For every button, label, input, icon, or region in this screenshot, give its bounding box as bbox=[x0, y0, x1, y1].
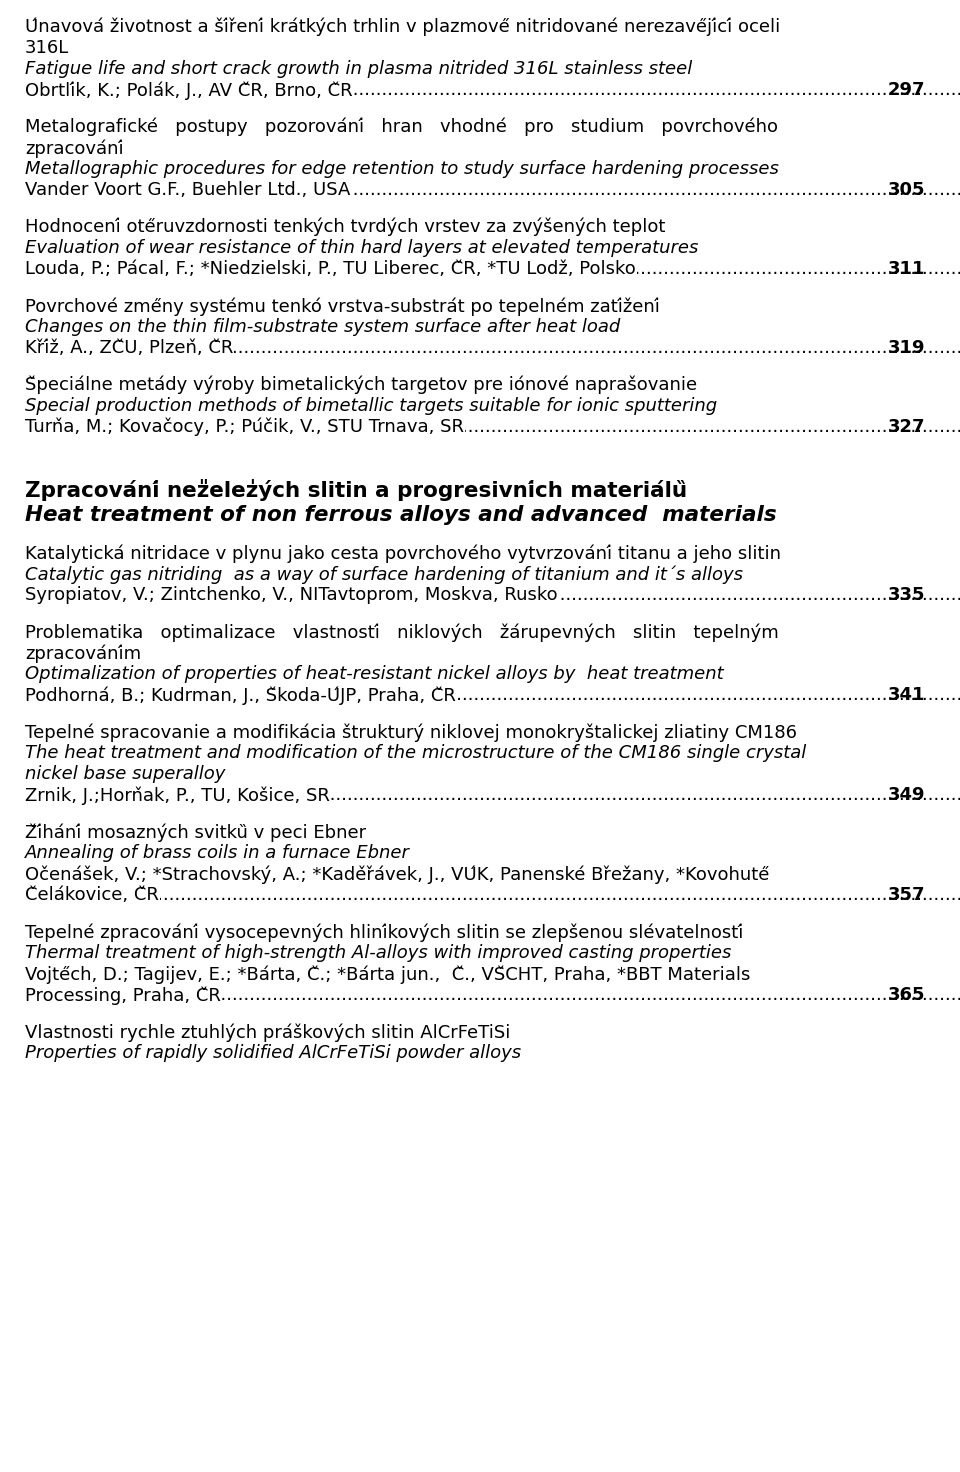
Text: 319: 319 bbox=[887, 339, 925, 358]
Text: 305: 305 bbox=[887, 181, 925, 199]
Text: ................................................................................: ........................................… bbox=[25, 786, 960, 804]
Text: Turňa, M.; Kovačocy, P.; Púčik, V., STU Trnava, SR: Turňa, M.; Kovačocy, P.; Púčik, V., … bbox=[25, 418, 464, 437]
Text: ................................................................................: ........................................… bbox=[25, 986, 960, 1004]
Text: nickel base superalloy: nickel base superalloy bbox=[25, 765, 226, 783]
Text: 341: 341 bbox=[887, 686, 925, 704]
Text: Evaluation of wear resistance of thin hard layers at elevated temperatures: Evaluation of wear resistance of thin ha… bbox=[25, 238, 698, 258]
Text: 357: 357 bbox=[887, 886, 925, 904]
Text: Problematika   optimalizace   vlastností   niklových   žárupevných   slitin: Problematika optimalizace vlastností ni… bbox=[25, 623, 779, 642]
Text: Properties of rapidly solidified AlCrFeTiSi powder alloys: Properties of rapidly solidified AlCrFeT… bbox=[25, 1044, 521, 1063]
Text: Louda, P.; Pácal, F.; *Niedzielski, P., TU Liberec, ČR, *TU Lodž, Polsko: Louda, P.; Pácal, F.; *Niedzielski, P.,… bbox=[25, 261, 636, 278]
Text: zpracování: zpracování bbox=[25, 138, 124, 158]
Text: Podhorná, B.; Kudrman, J., Škoda-ÚJP, Praha, ČR: Podhorná, B.; Kudrman, J., Škoda-ÚJP,… bbox=[25, 686, 456, 705]
Text: Fatigue life and short crack growth in plasma nitrided 316L stainless steel: Fatigue life and short crack growth in p… bbox=[25, 60, 692, 78]
Text: Obrtlík, K.; Polák, J., AV ČR, Brno, ČR: Obrtlík, K.; Polák, J., AV ČR, Brno, … bbox=[25, 81, 352, 100]
Text: 335: 335 bbox=[887, 586, 925, 605]
Text: 327: 327 bbox=[887, 418, 925, 436]
Text: zpracováním: zpracováním bbox=[25, 645, 141, 662]
Text: Zpracování nez̎elez̍ých slitin a progresivních materiálȕ: Zpracování nez̎elez̍ých slitin a prog… bbox=[25, 478, 687, 500]
Text: The heat treatment and modification of the microstructure of the CM186 single cr: The heat treatment and modification of t… bbox=[25, 745, 806, 762]
Text: Annealing of brass coils in a furnace Ebner: Annealing of brass coils in a furnace Eb… bbox=[25, 845, 410, 863]
Text: Vlastnosti rychle ztuhlých práškových slitin AlCrFeTiSi: Vlastnosti rychle ztuhlých práškovýc… bbox=[25, 1023, 511, 1042]
Text: Metallographic procedures for edge retention to study surface hardening processe: Metallographic procedures for edge reten… bbox=[25, 160, 779, 178]
Text: ................................................................................: ........................................… bbox=[25, 418, 960, 436]
Text: ................................................................................: ........................................… bbox=[25, 339, 960, 358]
Text: Vander Voort G.F., Buehler Ltd., USA: Vander Voort G.F., Buehler Ltd., USA bbox=[25, 181, 350, 199]
Text: Thermal treatment of high-strength Al-alloys with improved casting properties: Thermal treatment of high-strength Al-al… bbox=[25, 945, 732, 963]
Text: 297: 297 bbox=[887, 81, 925, 99]
Text: Heat treatment of non ferrous alloys and advanced  materials: Heat treatment of non ferrous alloys and… bbox=[25, 505, 777, 526]
Text: Special production methods of bimetallic targets suitable for ionic sputtering: Special production methods of bimetallic… bbox=[25, 397, 717, 415]
Text: Hodnocení ote̋ruvzdornosti tenkých tvrdých vrstev za zvýšených teplot: Hodnocení ote̋ruvzdornosti tenkých tvr… bbox=[25, 218, 665, 237]
Text: 349: 349 bbox=[887, 786, 925, 804]
Text: Processing, Praha, ČR: Processing, Praha, ČR bbox=[25, 986, 221, 1005]
Text: Únavová životnost a šíření krátkých trhlin v plazmove̋ nitridované ner: Únavová životnost a šíření krátk… bbox=[25, 18, 780, 37]
Text: Povrchové zme̋ny systému tenkó vrstva-substrát po tepelném zatížení: Povrchové zme̋ny systému tenkó vrstva… bbox=[25, 297, 660, 315]
Text: Metalografické   postupy   pozorování   hran   vhodné   pro   studium   povr: Metalografické postupy pozorování hra… bbox=[25, 118, 778, 137]
Text: Katalytická nitridace v plynu jako cesta povrchového vytvrzování titanu a je: Katalytická nitridace v plynu jako cest… bbox=[25, 545, 781, 562]
Text: Catalytic gas nitriding  as a way of surface hardening of titanium and it´s allo: Catalytic gas nitriding as a way of surf… bbox=[25, 565, 743, 584]
Text: ................................................................................: ........................................… bbox=[25, 81, 960, 99]
Text: Optimalization of properties of heat-resistant nickel alloys by  heat treatment: Optimalization of properties of heat-res… bbox=[25, 665, 724, 683]
Text: ................................................................................: ........................................… bbox=[25, 686, 960, 704]
Text: Tepelné zpracování vysocepevných hliníkových slitin se zlepšenou slévate: Tepelné zpracování vysocepevných hli… bbox=[25, 923, 743, 942]
Text: Zrnik, J.;Horňak, P., TU, Košice, SR: Zrnik, J.;Horňak, P., TU, Košice, SR bbox=[25, 786, 330, 805]
Text: Vojte̋ch, D.; Tagijev, E.; *Bárta, Č.; *Bárta jun.,  Č., VŠCHT, Praha, *BBT: Vojte̋ch, D.; Tagijev, E.; *Bárta, Č.;… bbox=[25, 966, 751, 983]
Text: Špeciálne metády výroby bimetalických targetov pre iónové naprašovanie: Špeciálne metády výroby bimetalický… bbox=[25, 375, 697, 394]
Text: 311: 311 bbox=[887, 261, 925, 278]
Text: 316L: 316L bbox=[25, 38, 69, 57]
Text: Changes on the thin film-substrate system surface after heat load: Changes on the thin film-substrate syste… bbox=[25, 318, 620, 336]
Text: ................................................................................: ........................................… bbox=[25, 181, 960, 199]
Text: ................................................................................: ........................................… bbox=[25, 586, 960, 605]
Text: Žíhání mosazných svitkȕ v peci Ebner: Žíhání mosazných svitkȕ v peci Ebn… bbox=[25, 823, 366, 842]
Text: Tepelné spracovanie a modifikácia štrukturý niklovej monokryštalickej zliat: Tepelné spracovanie a modifikácia štr… bbox=[25, 723, 797, 742]
Text: 365: 365 bbox=[887, 986, 925, 1004]
Text: Syropiatov, V.; Zintchenko, V., NITavtoprom, Moskva, Rusko: Syropiatov, V.; Zintchenko, V., NITavtop… bbox=[25, 586, 558, 605]
Text: Očenášek, V.; *Strachovský, A.; *Kaděřávek, J., VÚK, Panenské Břežany: Očenášek, V.; *Strachovský, A.; *Kad… bbox=[25, 866, 769, 883]
Text: ................................................................................: ........................................… bbox=[25, 886, 960, 904]
Text: ................................................................................: ........................................… bbox=[25, 261, 960, 278]
Text: Čelákovice, ČR: Čelákovice, ČR bbox=[25, 886, 158, 904]
Text: Kříž, A., ZČU, Plzeň, ČR: Kříž, A., ZČU, Plzeň, ČR bbox=[25, 339, 233, 358]
